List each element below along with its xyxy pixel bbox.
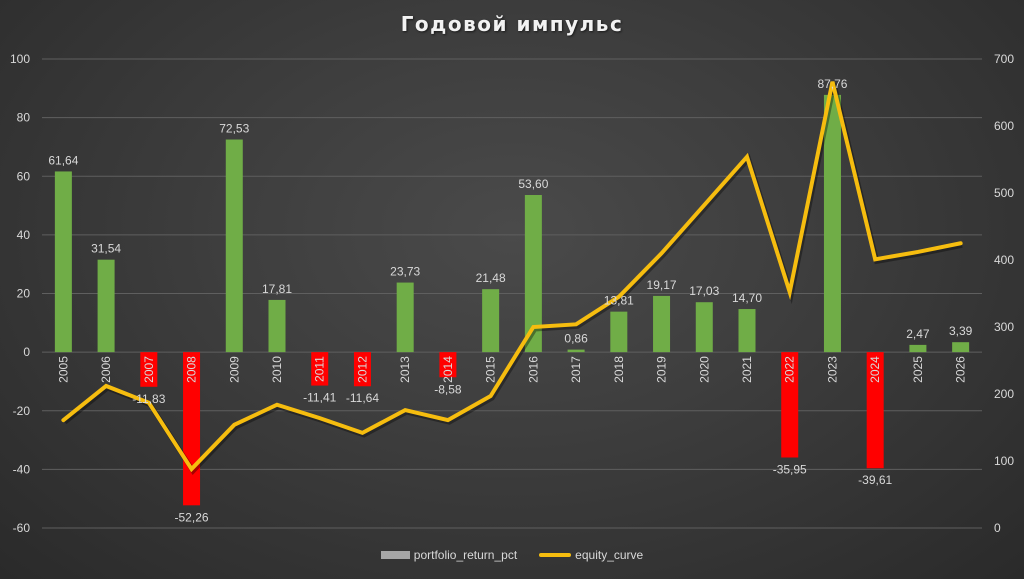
bar-2020[interactable] <box>695 302 713 353</box>
bar-value-label: -35,95 <box>773 463 807 477</box>
x-category-label: 2019 <box>655 356 669 383</box>
bar-value-label: -52,26 <box>175 510 209 524</box>
x-category-label: 2009 <box>227 356 241 383</box>
bar-2018[interactable] <box>610 311 628 353</box>
x-category-label: 2010 <box>270 356 284 383</box>
y-right-tick: 300 <box>994 320 1014 334</box>
x-category-label: 2005 <box>56 356 70 383</box>
y-right-tick: 100 <box>994 454 1014 468</box>
bar-value-label: 21,48 <box>476 271 506 285</box>
bar-value-label: 61,64 <box>48 153 78 167</box>
legend-item-portfolio-return[interactable]: portfolio_return_pct <box>380 548 518 562</box>
bar-value-label: 17,81 <box>262 282 292 296</box>
y-right-tick: 700 <box>994 52 1014 66</box>
y-left-tick: 60 <box>17 169 31 183</box>
legend: portfolio_return_pct equity_curve <box>0 548 1024 562</box>
bar-2006[interactable] <box>97 259 115 353</box>
bar-2015[interactable] <box>482 289 500 353</box>
y-right-tick: 200 <box>994 387 1014 401</box>
y-right-tick: 600 <box>994 119 1014 133</box>
bar-2014[interactable] <box>439 352 457 378</box>
x-category-label: 2026 <box>954 356 968 383</box>
bar-value-label: 3,39 <box>949 324 973 338</box>
x-category-label: 2024 <box>868 356 882 383</box>
x-category-label: 2025 <box>911 356 925 383</box>
bar-2017[interactable] <box>567 349 585 353</box>
equity-curve-line[interactable] <box>61 81 963 473</box>
legend-label-portfolio-return: portfolio_return_pct <box>413 548 518 562</box>
bar-2016[interactable] <box>524 195 542 353</box>
bar-value-label: 13,81 <box>604 294 634 308</box>
x-category-label: 2012 <box>355 356 369 383</box>
chart-title: Годовой импульс <box>400 12 624 36</box>
x-category-label: 2007 <box>142 356 156 383</box>
bar-value-label: 72,53 <box>219 122 249 136</box>
bar-2011[interactable] <box>311 352 329 386</box>
bar-2013[interactable] <box>396 282 414 353</box>
y-right-tick: 500 <box>994 186 1014 200</box>
legend-label-equity-curve: equity_curve <box>575 548 644 562</box>
y-left-tick: -20 <box>13 404 31 418</box>
line-swatch-icon <box>539 553 572 557</box>
bar-value-label: -39,61 <box>858 473 892 487</box>
y-left-tick: 80 <box>17 111 31 125</box>
bar-value-label: 31,54 <box>91 242 121 256</box>
bar-value-label: 0,86 <box>564 332 588 346</box>
bar-value-label: 17,03 <box>689 284 719 298</box>
bar-2024[interactable] <box>866 352 884 469</box>
y-left-tick: 20 <box>17 287 31 301</box>
x-category-label: 2017 <box>569 356 583 383</box>
bar-2009[interactable] <box>225 139 243 353</box>
bar-2025[interactable] <box>909 344 927 353</box>
y-left-tick: 100 <box>10 52 30 66</box>
y-left-tick: -60 <box>13 521 31 535</box>
x-category-label: 2006 <box>99 356 113 383</box>
bar-value-label: -11,41 <box>303 391 336 405</box>
bar-2026[interactable] <box>952 342 970 353</box>
bar-value-label: -11,64 <box>346 391 379 405</box>
x-category-label: 2014 <box>441 356 455 383</box>
y-right-tick: 0 <box>994 521 1001 535</box>
x-category-label: 2018 <box>612 356 626 383</box>
x-category-label: 2015 <box>484 356 498 383</box>
bar-2010[interactable] <box>268 299 286 353</box>
x-category-label: 2022 <box>783 356 797 383</box>
bar-2005[interactable] <box>54 171 72 353</box>
bar-2007[interactable] <box>140 352 158 387</box>
x-category-label: 2013 <box>398 356 412 383</box>
bar-value-label: 2,47 <box>906 327 930 341</box>
bar-swatch-icon <box>380 551 410 559</box>
x-category-label: 2021 <box>740 356 754 383</box>
bar-value-label: 53,60 <box>518 177 548 191</box>
y-left-tick: 0 <box>23 345 30 359</box>
bar-value-label: 23,73 <box>390 265 420 279</box>
bar-value-label: 87,76 <box>817 77 847 91</box>
legend-item-equity-curve[interactable]: equity_curve <box>539 548 643 562</box>
y-left-tick: -40 <box>13 462 31 476</box>
bar-value-label: -11,83 <box>132 392 165 406</box>
bar-2012[interactable] <box>353 352 371 387</box>
x-category-label: 2020 <box>697 356 711 383</box>
x-category-label: 2011 <box>313 356 327 382</box>
bar-value-label: 14,70 <box>732 291 762 305</box>
bar-value-label: -8,58 <box>434 382 462 396</box>
x-category-label: 2016 <box>526 356 540 383</box>
bar-value-label: 19,17 <box>647 278 677 292</box>
bar-2023[interactable] <box>823 94 841 353</box>
bar-2021[interactable] <box>738 309 756 353</box>
y-right-tick: 400 <box>994 253 1014 267</box>
y-left-tick: 40 <box>17 228 31 242</box>
x-category-label: 2023 <box>825 356 839 383</box>
bar-2019[interactable] <box>653 295 671 353</box>
x-category-label: 2008 <box>185 356 199 383</box>
bar-2022[interactable] <box>781 352 799 458</box>
